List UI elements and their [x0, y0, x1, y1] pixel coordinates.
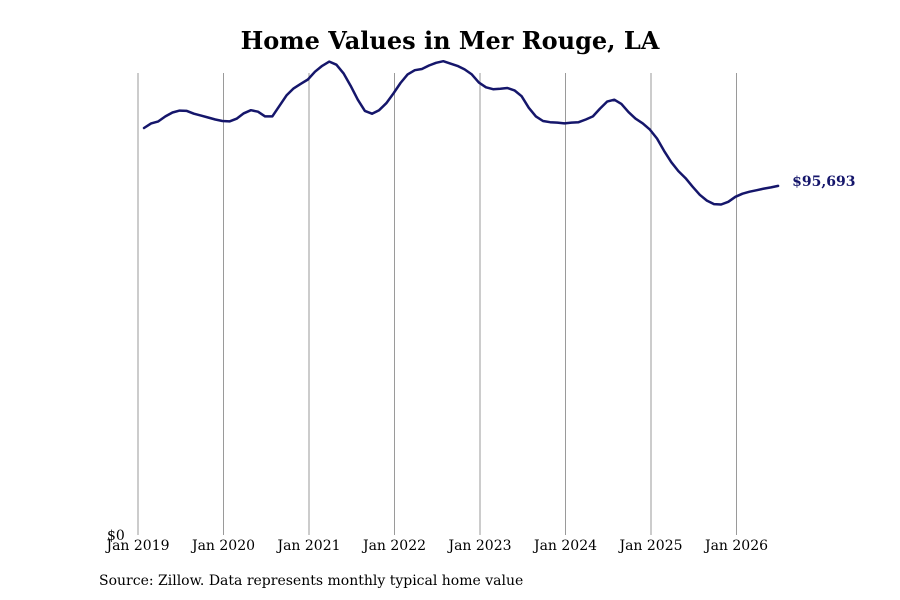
x-tick-label: Jan 2023: [446, 538, 511, 554]
series-line: [142, 59, 780, 206]
x-tick-label: Jan 2024: [532, 538, 597, 554]
x-tick-label: Jan 2021: [275, 538, 340, 554]
x-axis: Jan 2019 Jan 2020 Jan 2021 Jan 2022 Jan 2023…: [104, 538, 768, 554]
chart-title: Home Values in Mer Rouge, LA: [240, 26, 660, 55]
y-tick-label: $0: [107, 528, 125, 544]
gridlines: [137, 73, 737, 535]
end-value-label: $95,693: [792, 174, 855, 190]
x-tick-label: Jan 2022: [361, 538, 426, 554]
source-note: Source: Zillow. Data represents monthly …: [99, 573, 524, 589]
y-axis: $0: [107, 528, 125, 544]
x-tick-label: Jan 2020: [190, 538, 255, 554]
x-tick-label: Jan 2019: [104, 538, 169, 554]
x-tick-label: Jan 2026: [703, 538, 768, 554]
x-tick-label: Jan 2025: [617, 538, 682, 554]
